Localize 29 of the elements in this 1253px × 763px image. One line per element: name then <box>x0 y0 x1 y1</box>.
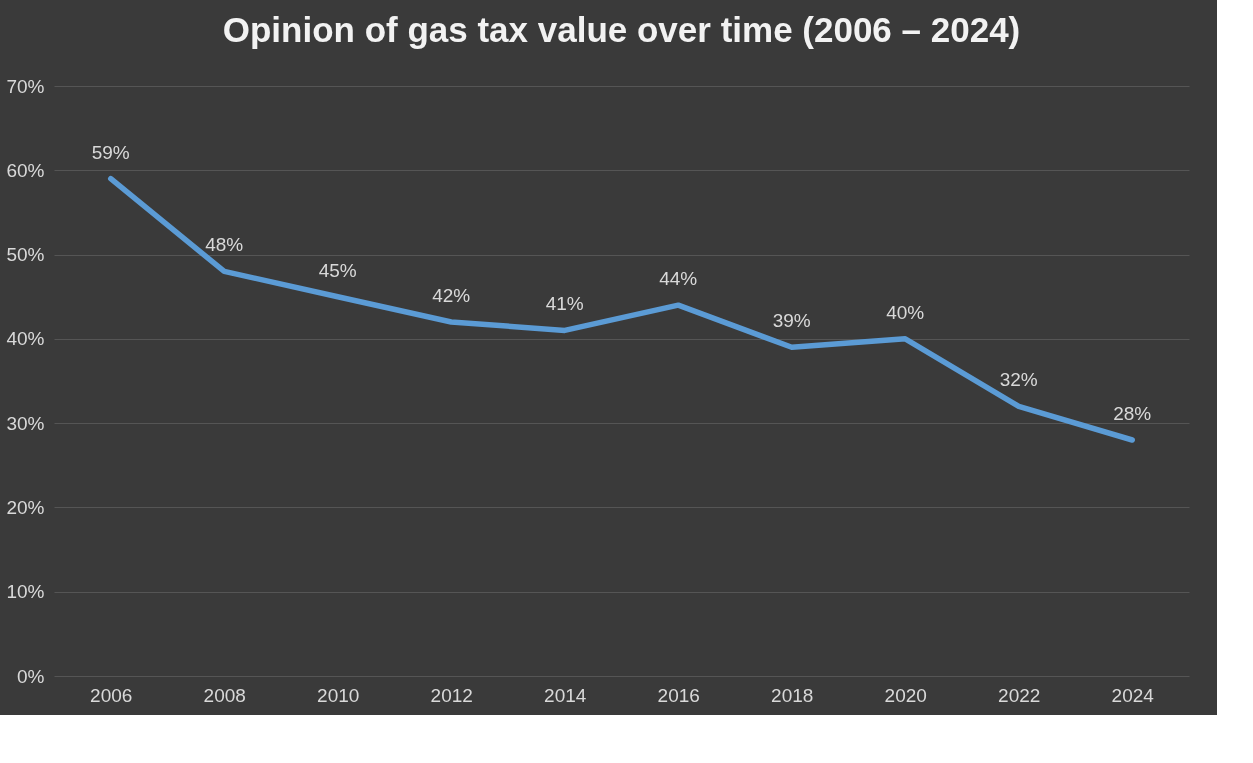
x-tick-label: 2008 <box>203 684 246 706</box>
x-tick-label: 2022 <box>998 684 1041 706</box>
x-tick-label: 2010 <box>317 684 360 706</box>
y-tick-label: 50% <box>6 244 45 266</box>
x-tick-label: 2018 <box>771 684 814 706</box>
y-tick-label: 30% <box>6 412 45 434</box>
data-label: 48% <box>205 234 244 256</box>
y-tick-label: 20% <box>6 496 45 518</box>
y-tick-label: 0% <box>17 665 45 687</box>
data-label: 44% <box>659 268 698 290</box>
y-tick-label: 40% <box>6 328 45 350</box>
y-tick-label: 60% <box>6 159 45 181</box>
x-tick-label: 2024 <box>1111 684 1155 706</box>
data-label: 59% <box>91 141 130 163</box>
y-tick-label: 10% <box>6 581 45 603</box>
data-label: 45% <box>318 259 357 281</box>
x-tick-label: 2014 <box>544 684 587 706</box>
data-label: 42% <box>432 285 471 306</box>
y-tick-label: 70% <box>6 75 45 97</box>
data-label: 28% <box>1113 403 1152 424</box>
x-tick-label: 2012 <box>430 684 473 706</box>
data-label: 40% <box>886 301 925 323</box>
data-label: 32% <box>999 369 1038 391</box>
x-tick-label: 2020 <box>884 684 927 706</box>
x-tick-label: 2006 <box>90 684 133 706</box>
data-label: 41% <box>545 293 584 315</box>
data-label: 39% <box>772 310 811 332</box>
chart-title: Opinion of gas tax value over time (2006 – 2024) <box>222 10 1021 49</box>
x-tick-label: 2016 <box>657 684 700 706</box>
